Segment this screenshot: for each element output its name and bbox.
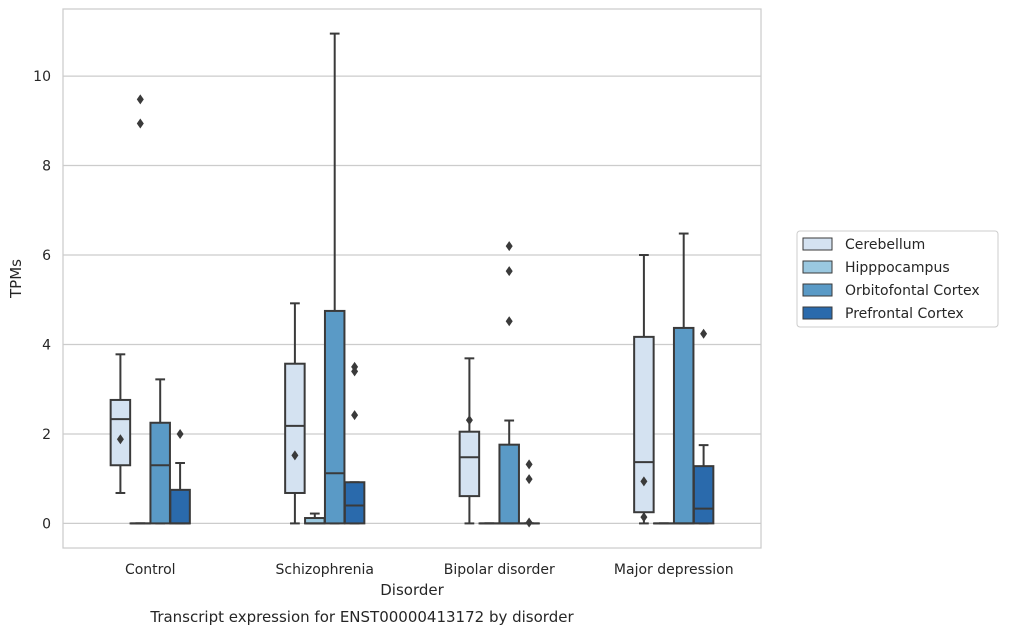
box-2-2 — [498, 241, 520, 525]
y-tick-label: 8 — [42, 159, 51, 175]
box-3-0 — [169, 428, 191, 525]
y-tick-label: 4 — [42, 337, 51, 353]
box-body — [343, 481, 366, 525]
outlier-point — [640, 512, 648, 523]
legend-swatch — [802, 306, 833, 320]
legend-swatch — [802, 260, 833, 274]
outlier-point — [176, 428, 184, 439]
x-axis-title: Disorder — [380, 581, 444, 599]
box-body — [458, 430, 481, 498]
legend-swatch — [802, 283, 833, 297]
y-tick-label: 10 — [33, 69, 51, 85]
outlier-point — [116, 434, 124, 445]
outlier-point — [505, 316, 513, 327]
box-3-2 — [518, 459, 540, 528]
box-2-3 — [672, 232, 695, 525]
outlier-point — [700, 328, 708, 339]
outlier-point — [291, 450, 299, 461]
y-tick-label: 0 — [42, 516, 51, 532]
chart-caption: Transcript expression for ENST0000041317… — [149, 608, 574, 626]
box-body — [498, 443, 520, 525]
outlier-point — [640, 476, 648, 487]
outlier-point — [525, 517, 533, 528]
box-body — [169, 488, 191, 525]
x-tick-label: Control — [125, 562, 176, 578]
outlier-point — [465, 415, 473, 426]
box-0-0 — [109, 353, 132, 494]
x-tick-label: Bipolar disorder — [444, 562, 555, 578]
box-body — [323, 309, 346, 525]
y-tick-label: 6 — [42, 248, 51, 264]
legend: Cerebellum Hipppocampus Orbitofontal Corte… — [796, 230, 999, 328]
box-3-1 — [343, 361, 366, 525]
box-body — [692, 465, 715, 525]
axis-ticks: 0 2 4 6 8 10 Control Schizophrenia Bipolar disor… — [33, 69, 733, 578]
box-body — [149, 421, 171, 525]
legend-frame — [796, 230, 999, 328]
box-body — [284, 362, 306, 494]
box-0-3 — [633, 254, 655, 525]
box-2-1 — [323, 32, 346, 525]
y-tick-label: 2 — [42, 427, 51, 443]
box-1-0 — [129, 94, 152, 525]
box-3-3 — [692, 328, 715, 525]
outlier-point — [136, 94, 144, 105]
outlier-point — [525, 459, 533, 470]
outlier-point — [136, 118, 144, 129]
outlier-point — [505, 241, 513, 252]
box-0-1 — [284, 302, 306, 525]
y-axis-title: TPMs — [7, 259, 25, 299]
x-tick-label: Schizophrenia — [276, 562, 374, 578]
legend-label: Hipppocampus — [845, 260, 950, 276]
outlier-point — [351, 366, 359, 377]
plot-frame — [62, 8, 762, 549]
outlier-point — [351, 410, 359, 421]
box-0-2 — [458, 357, 481, 525]
plot-area — [109, 32, 715, 528]
outlier-point — [525, 474, 533, 485]
box-body — [672, 326, 695, 525]
box-2-0 — [149, 378, 171, 525]
box-1-1 — [304, 512, 326, 525]
legend-swatch — [802, 237, 833, 251]
outlier-point — [505, 266, 513, 277]
legend-label: Cerebellum — [845, 237, 925, 253]
x-tick-label: Major depression — [614, 562, 734, 578]
legend-label: Orbitofontal Cortex — [845, 283, 980, 299]
box-body — [109, 398, 132, 467]
legend-label: Prefrontal Cortex — [845, 306, 964, 322]
